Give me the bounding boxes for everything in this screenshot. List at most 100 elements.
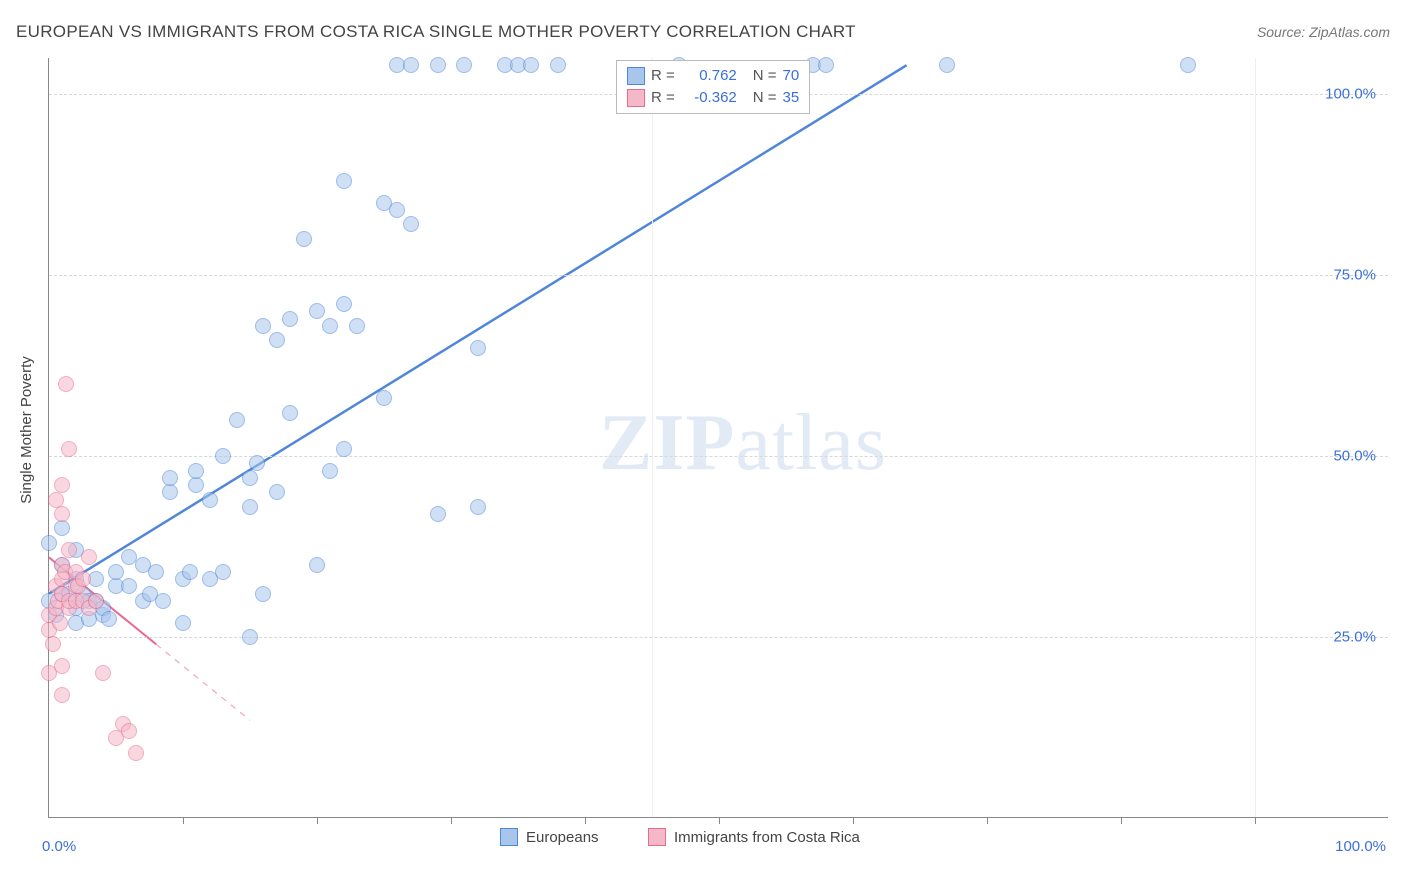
scatter-point (188, 463, 204, 479)
legend-item: Europeans (500, 828, 599, 846)
scatter-point (61, 441, 77, 457)
correlation-legend: R = 0.762 N = 70 R = -0.362 N = 35 (616, 60, 810, 114)
scatter-point (309, 557, 325, 573)
scatter-point (148, 564, 164, 580)
x-tick-mark (317, 817, 318, 824)
scatter-point (282, 405, 298, 421)
scatter-point (939, 57, 955, 73)
scatter-point (456, 57, 472, 73)
scatter-point (81, 549, 97, 565)
scatter-point (75, 571, 91, 587)
scatter-point (322, 318, 338, 334)
source-attribution: Source: ZipAtlas.com (1257, 24, 1390, 40)
scatter-plot: ZIPatlas 25.0% 50.0% 75.0% 100.0% (48, 58, 1388, 818)
regression-lines (49, 58, 1388, 817)
scatter-point (58, 376, 74, 392)
scatter-point (215, 448, 231, 464)
scatter-point (249, 455, 265, 471)
scatter-point (202, 492, 218, 508)
scatter-point (45, 636, 61, 652)
scatter-point (403, 216, 419, 232)
scatter-point (188, 477, 204, 493)
y-tick-label: 100.0% (1325, 86, 1376, 103)
scatter-point (470, 340, 486, 356)
scatter-point (336, 296, 352, 312)
correlation-row: R = 0.762 N = 70 (627, 65, 799, 87)
scatter-point (155, 593, 171, 609)
scatter-point (95, 665, 111, 681)
legend-swatch (627, 89, 645, 107)
legend-swatch (627, 67, 645, 85)
n-value: 70 (783, 65, 800, 87)
gridline-horizontal (49, 275, 1388, 276)
scatter-point (41, 535, 57, 551)
scatter-point (121, 578, 137, 594)
x-tick-mark (585, 817, 586, 824)
scatter-point (282, 311, 298, 327)
scatter-point (1180, 57, 1196, 73)
scatter-point (523, 57, 539, 73)
scatter-point (550, 57, 566, 73)
scatter-point (309, 303, 325, 319)
x-tick-mark (1121, 817, 1122, 824)
y-axis-label: Single Mother Poverty (18, 356, 35, 504)
scatter-point (54, 658, 70, 674)
y-tick-label: 50.0% (1333, 448, 1376, 465)
scatter-point (101, 611, 117, 627)
scatter-point (61, 542, 77, 558)
correlation-row: R = -0.362 N = 35 (627, 87, 799, 109)
x-axis-min-label: 0.0% (42, 838, 76, 855)
scatter-point (54, 477, 70, 493)
scatter-point (52, 615, 68, 631)
scatter-point (182, 564, 198, 580)
n-value: 35 (783, 87, 800, 109)
gridline-vertical (1255, 58, 1256, 817)
scatter-point (54, 687, 70, 703)
header: EUROPEAN VS IMMIGRANTS FROM COSTA RICA S… (16, 22, 1390, 42)
gridline-vertical (652, 58, 653, 817)
scatter-point (470, 499, 486, 515)
scatter-point (54, 520, 70, 536)
scatter-point (336, 441, 352, 457)
y-tick-label: 25.0% (1333, 629, 1376, 646)
r-label: R = (651, 65, 675, 87)
n-label: N = (753, 65, 777, 87)
scatter-point (322, 463, 338, 479)
scatter-point (242, 470, 258, 486)
scatter-point (242, 629, 258, 645)
scatter-point (162, 484, 178, 500)
scatter-point (403, 57, 419, 73)
scatter-point (121, 723, 137, 739)
legend-swatch (500, 828, 518, 846)
scatter-point (296, 231, 312, 247)
watermark: ZIPatlas (599, 398, 887, 489)
legend-label: Immigrants from Costa Rica (674, 829, 860, 846)
y-tick-label: 75.0% (1333, 267, 1376, 284)
scatter-point (430, 506, 446, 522)
legend-swatch (648, 828, 666, 846)
scatter-point (269, 484, 285, 500)
x-tick-mark (987, 817, 988, 824)
n-label: N = (753, 87, 777, 109)
scatter-point (818, 57, 834, 73)
scatter-point (108, 564, 124, 580)
scatter-point (242, 499, 258, 515)
scatter-point (255, 318, 271, 334)
scatter-point (162, 470, 178, 486)
r-value: 0.762 (681, 65, 737, 87)
x-tick-mark (183, 817, 184, 824)
scatter-point (430, 57, 446, 73)
scatter-point (88, 593, 104, 609)
scatter-point (175, 615, 191, 631)
legend-item: Immigrants from Costa Rica (648, 828, 860, 846)
scatter-point (128, 745, 144, 761)
scatter-point (54, 506, 70, 522)
chart-title: EUROPEAN VS IMMIGRANTS FROM COSTA RICA S… (16, 22, 856, 42)
scatter-point (255, 586, 271, 602)
scatter-point (389, 202, 405, 218)
scatter-point (229, 412, 245, 428)
scatter-point (376, 390, 392, 406)
r-value: -0.362 (681, 87, 737, 109)
x-tick-mark (853, 817, 854, 824)
scatter-point (336, 173, 352, 189)
